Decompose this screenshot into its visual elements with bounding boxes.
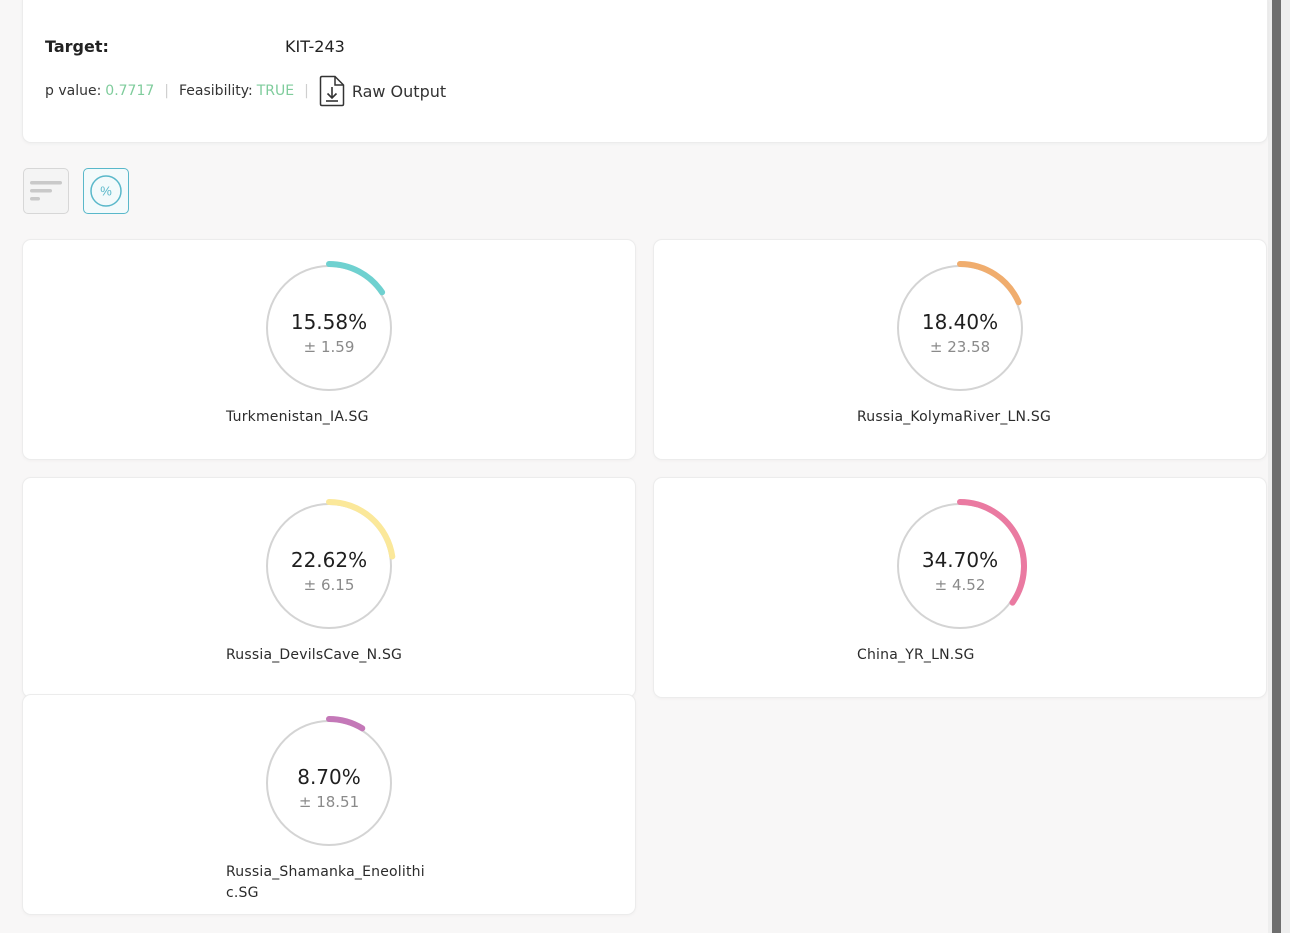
percent-circle-icon: % [90,175,122,207]
population-name: Russia_Shamanka_Eneolithic.SG [226,864,425,901]
gauge-ring [266,716,392,846]
population-card: 8.70% ± 18.51 Russia_Shamanka_Eneolithic.S… [22,694,636,915]
gauge-arc [326,261,386,296]
population-name: Russia_KolymaRiver_LN.SG [857,409,1051,425]
stats-row: p value: 0.7717 | Feasibility: TRUE | Ra… [45,74,446,108]
gauge-arc [957,499,1027,606]
population-card: 34.70% ± 4.52 China_YR_LN.SG [653,477,1267,698]
svg-text:%: % [100,184,112,199]
gauge-arc [326,499,396,560]
list-view-button[interactable] [23,168,69,214]
summary-card: Target: KIT-243 p value: 0.7717 | Feasib… [22,0,1268,143]
error-margin: ± 23.58 [929,338,991,356]
raw-output-button[interactable]: Raw Output [319,75,446,107]
gauge-ring [897,261,1023,391]
gauge-arc [326,716,366,732]
gauge-arc [957,261,1022,306]
p-value: 0.7717 [105,83,155,99]
divider: | [304,83,309,99]
gauge-ring [266,261,392,391]
divider: | [164,83,170,99]
population-name: Turkmenistan_IA.SG [226,409,369,425]
population-card: 18.40% ± 23.58 Russia_KolymaRiver_LN.SG [653,239,1267,460]
raw-output-label: Raw Output [351,81,447,101]
feasibility-label: Feasibility: [179,83,253,99]
bars-sort-icon [30,181,62,201]
target-value: KIT-243 [285,37,345,56]
percent-view-button[interactable]: % [83,168,129,214]
error-margin: ± 1.59 [303,338,355,356]
file-download-icon [319,75,345,107]
population-name: China_YR_LN.SG [857,647,975,663]
percentage-value: 22.62% [290,548,368,572]
population-name: Russia_DevilsCave_N.SG [226,647,403,663]
population-card: 22.62% ± 6.15 Russia_DevilsCave_N.SG [22,477,636,698]
scrollbar-thumb[interactable] [1272,0,1281,933]
error-margin: ± 6.15 [303,576,355,594]
percentage-value: 15.58% [290,310,368,334]
percentage-value: 34.70% [921,548,999,572]
gauge-ring [266,499,396,629]
feasibility-value: TRUE [256,83,295,99]
error-margin: ± 4.52 [934,576,986,594]
percentage-value: 8.70% [297,765,361,789]
p-value-label: p value: [45,83,102,99]
gauge-ring [897,499,1027,629]
percentage-value: 18.40% [921,310,999,334]
error-margin: ± 18.51 [298,793,360,811]
target-label: Target: [45,37,109,56]
population-card: 15.58% ± 1.59 Turkmenistan_IA.SG [22,239,636,460]
